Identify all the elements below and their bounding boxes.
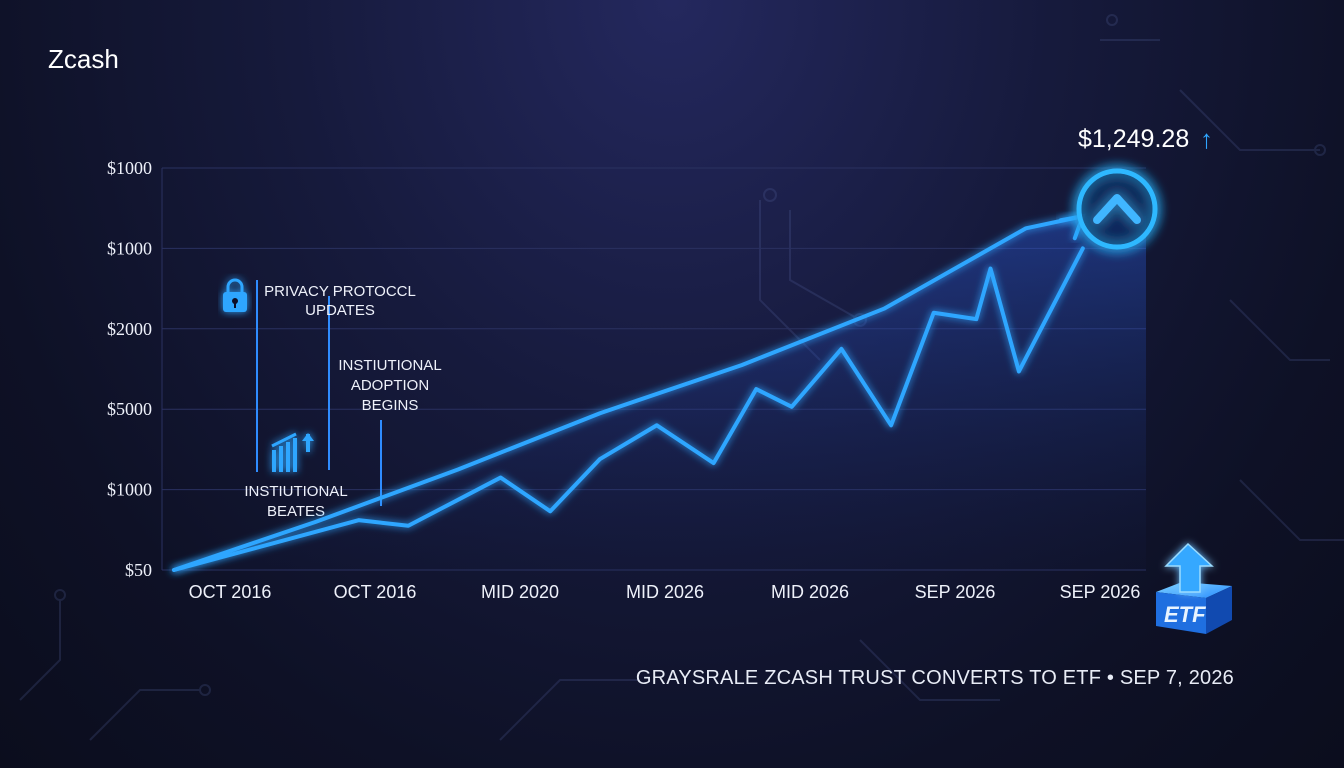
annotation-label: PRIVACY PROTOCCL UPDATES <box>264 283 416 319</box>
grid: $1000 $1000 $2000 $5000 $1000 $50 OCT 2016 OCT … <box>107 158 1146 602</box>
x-tick-label: MID 2020 <box>481 582 559 602</box>
etf-cube-icon: ETF <box>1156 542 1232 634</box>
y-tick-label: $1000 <box>107 480 152 500</box>
target-circle-icon <box>1076 168 1158 250</box>
trend-line <box>172 214 1085 572</box>
annotation-label: INSTIUTIONAL ADOPTION BEGINS <box>338 357 441 414</box>
x-tick-label: MID 2026 <box>626 582 704 602</box>
x-tick-label: OCT 2016 <box>334 582 417 602</box>
y-tick-label: $50 <box>125 560 152 580</box>
page-title: Zcash <box>48 44 119 74</box>
etf-badge-label: ETF <box>1164 602 1206 627</box>
event-caption: GRAYSRALE ZCASH TRUST CONVERTS TO ETF • … <box>635 667 1234 689</box>
x-tick-label: OCT 2016 <box>189 582 272 602</box>
y-tick-label: $5000 <box>107 399 152 419</box>
current-price-value: $1,249.28 <box>1078 125 1190 153</box>
x-tick-label: MID 2026 <box>771 582 849 602</box>
bar-chart-up-icon <box>271 432 314 472</box>
price-line <box>172 246 1085 572</box>
x-tick-label: SEP 2026 <box>1060 582 1141 602</box>
annotation-label: INSTIUTIONAL BEATES <box>244 483 347 520</box>
lock-icon <box>223 278 247 312</box>
y-tick-label: $1000 <box>107 158 152 178</box>
x-tick-label: SEP 2026 <box>915 582 996 602</box>
price-up-arrow-icon: ↑ <box>1200 124 1213 154</box>
y-tick-label: $2000 <box>107 319 152 339</box>
annotations: PRIVACY PROTOCCL UPDATES INSTIUTIONAL ADOPT… <box>244 280 442 520</box>
y-tick-label: $1000 <box>107 238 152 258</box>
